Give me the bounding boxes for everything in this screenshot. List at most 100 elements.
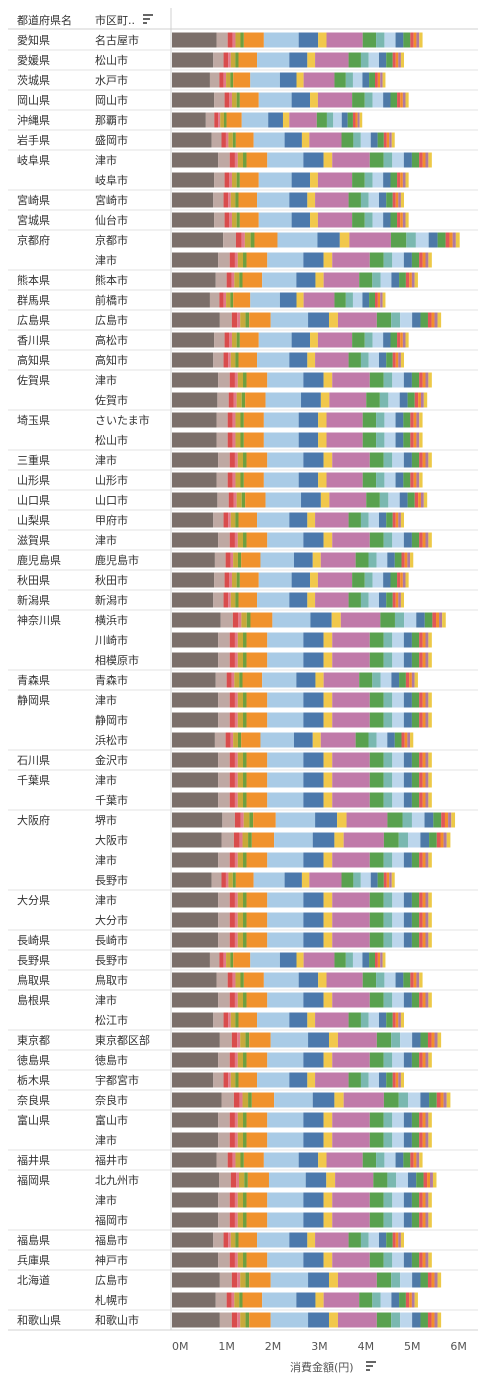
- bar-segment: [398, 512, 401, 528]
- bar-row[interactable]: [172, 1232, 404, 1248]
- bar-row[interactable]: [172, 132, 395, 148]
- bar-row[interactable]: [172, 952, 386, 968]
- bar-row[interactable]: [172, 792, 432, 808]
- bar-segment: [451, 812, 456, 828]
- bar-row[interactable]: [172, 832, 451, 848]
- bar-row[interactable]: [172, 92, 409, 108]
- bar-segment: [236, 172, 240, 188]
- header-prefecture[interactable]: 都道府県名: [17, 13, 72, 27]
- bar-segment: [420, 1272, 428, 1288]
- bar-segment: [407, 392, 415, 408]
- bar-segment: [223, 1012, 229, 1028]
- bar-row[interactable]: [172, 1052, 432, 1068]
- bar-segment: [332, 632, 370, 648]
- bar-row[interactable]: [172, 172, 409, 188]
- bar-row[interactable]: [172, 732, 414, 748]
- bar-row[interactable]: [172, 632, 432, 648]
- bar-segment: [229, 1112, 235, 1128]
- bar-row[interactable]: [172, 1152, 423, 1168]
- bar-row[interactable]: [172, 672, 418, 688]
- bar-row[interactable]: [172, 972, 423, 988]
- bar-row[interactable]: [172, 652, 432, 668]
- bar-row[interactable]: [172, 192, 404, 208]
- bar-row[interactable]: [172, 1092, 451, 1108]
- bar-segment: [267, 452, 304, 468]
- bar-row[interactable]: [172, 1032, 442, 1048]
- bar-segment: [395, 1012, 399, 1028]
- bar-row[interactable]: [172, 692, 432, 708]
- bar-segment: [409, 1292, 412, 1308]
- bar-segment: [303, 252, 324, 268]
- bar-row[interactable]: [172, 552, 414, 568]
- bar-row[interactable]: [172, 892, 432, 908]
- bar-row[interactable]: [172, 392, 428, 408]
- bar-segment: [414, 492, 419, 508]
- bar-row[interactable]: [172, 612, 446, 628]
- sort-descending-icon[interactable]: [143, 14, 153, 24]
- bar-row[interactable]: [172, 332, 409, 348]
- bar-row[interactable]: [172, 412, 423, 428]
- bar-segment: [422, 1252, 426, 1268]
- bar-segment: [383, 252, 393, 268]
- bar-row[interactable]: [172, 532, 432, 548]
- bar-segment: [246, 532, 268, 548]
- bar-segment: [234, 152, 238, 168]
- bar-row[interactable]: [172, 212, 409, 228]
- bar-row[interactable]: [172, 292, 386, 308]
- bar-row[interactable]: [172, 572, 409, 588]
- bar-segment: [226, 112, 242, 128]
- bar-row[interactable]: [172, 452, 432, 468]
- bar-segment: [431, 1312, 435, 1328]
- bar-row[interactable]: [172, 1312, 442, 1328]
- bar-row[interactable]: [172, 912, 432, 928]
- bar-row[interactable]: [172, 852, 432, 868]
- bar-row[interactable]: [172, 1212, 432, 1228]
- bar-row[interactable]: [172, 112, 363, 128]
- bar-row[interactable]: [172, 1292, 418, 1308]
- bar-row[interactable]: [172, 932, 432, 948]
- bar-row[interactable]: [172, 1132, 432, 1148]
- bar-row[interactable]: [172, 512, 404, 528]
- bar-row[interactable]: [172, 992, 432, 1008]
- bar-row[interactable]: [172, 1192, 432, 1208]
- bar-row[interactable]: [172, 1012, 404, 1028]
- bar-row[interactable]: [172, 592, 404, 608]
- bar-row[interactable]: [172, 152, 432, 168]
- bar-segment: [399, 1292, 406, 1308]
- bar-row[interactable]: [172, 752, 432, 768]
- bar-row[interactable]: [172, 1112, 432, 1128]
- bar-segment: [400, 572, 403, 588]
- sort-descending-icon[interactable]: [366, 1361, 376, 1371]
- bar-row[interactable]: [172, 812, 456, 828]
- bar-segment: [422, 372, 426, 388]
- bar-row[interactable]: [172, 1272, 442, 1288]
- bar-row[interactable]: [172, 72, 386, 88]
- bar-row[interactable]: [172, 772, 432, 788]
- bar-row[interactable]: [172, 1072, 404, 1088]
- bar-row[interactable]: [172, 1172, 437, 1188]
- bar-row[interactable]: [172, 1252, 432, 1268]
- bar-row[interactable]: [172, 472, 423, 488]
- bar-row[interactable]: [172, 872, 395, 888]
- bar-segment: [427, 1312, 432, 1328]
- bar-segment: [386, 192, 393, 208]
- bar-row[interactable]: [172, 712, 432, 728]
- bar-row[interactable]: [172, 312, 442, 328]
- bar-segment: [263, 412, 299, 428]
- bar-row[interactable]: [172, 32, 423, 48]
- bar-segment: [223, 232, 236, 248]
- bar-row[interactable]: [172, 52, 404, 68]
- bar-row[interactable]: [172, 272, 418, 288]
- bar-row[interactable]: [172, 372, 432, 388]
- bar-row[interactable]: [172, 232, 460, 248]
- bar-row[interactable]: [172, 492, 428, 508]
- city-label: 津市: [95, 773, 117, 787]
- bar-segment: [425, 1252, 429, 1268]
- bar-row[interactable]: [172, 252, 432, 268]
- bar-segment: [274, 832, 313, 848]
- bar-segment: [317, 332, 353, 348]
- bar-segment: [422, 1212, 426, 1228]
- bar-row[interactable]: [172, 432, 423, 448]
- header-city[interactable]: 市区町..: [95, 13, 135, 27]
- bar-row[interactable]: [172, 352, 404, 368]
